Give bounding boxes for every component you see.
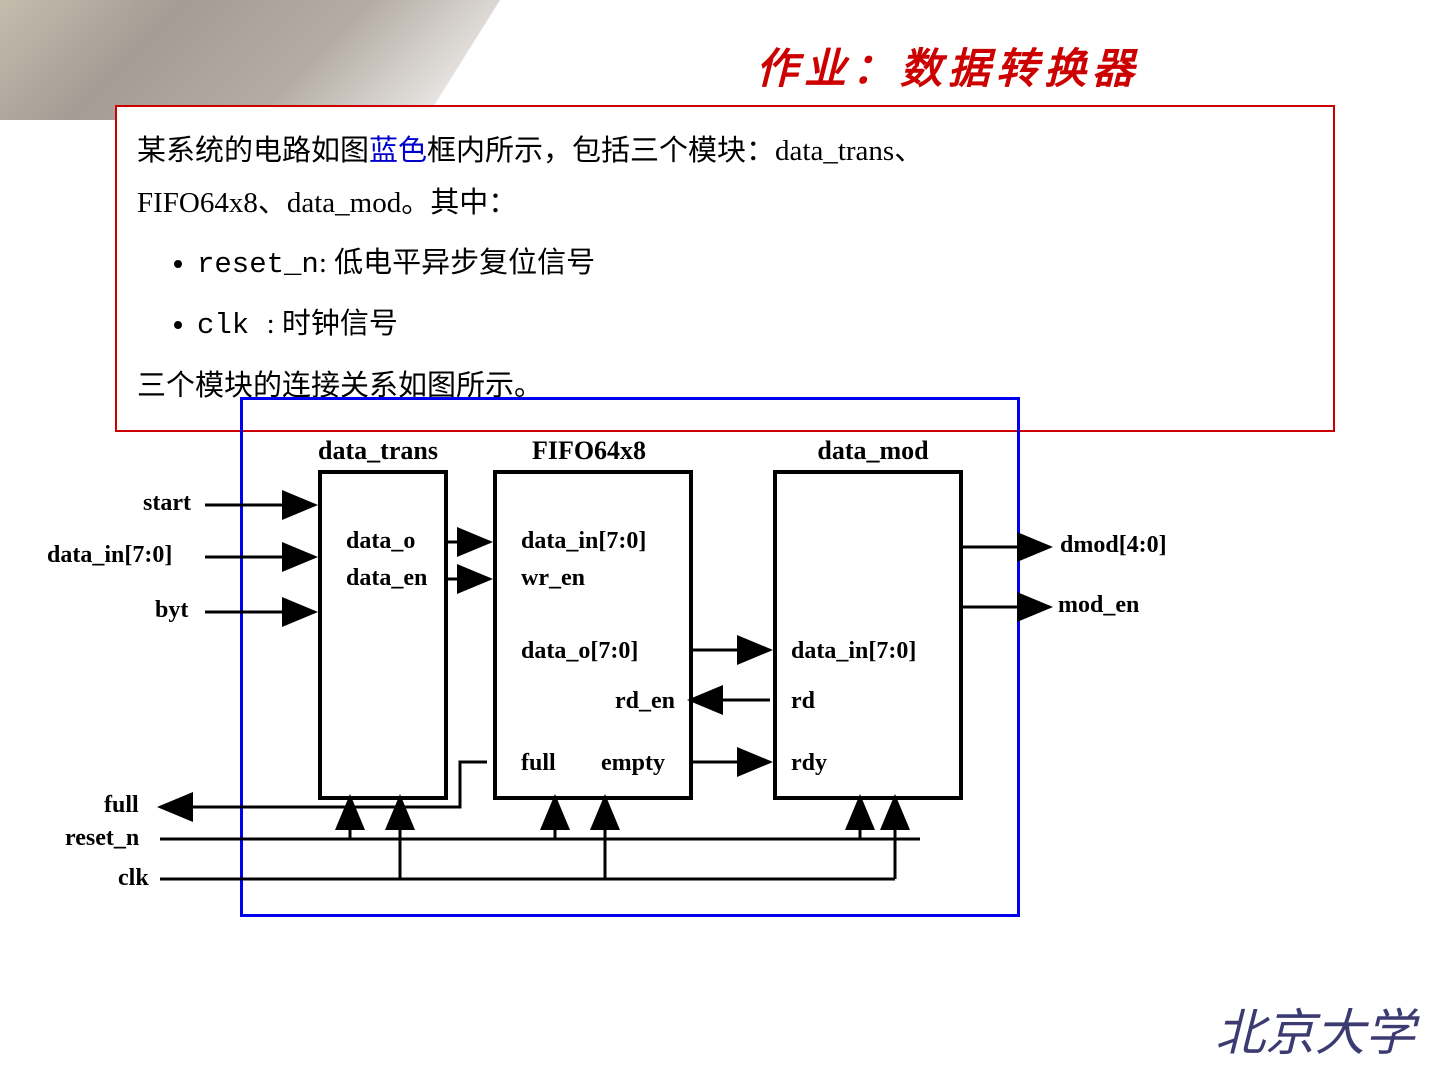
desc-line2: FIFO64x8、data_mod。其中： xyxy=(137,177,1313,229)
blue-word: 蓝色 xyxy=(369,135,427,167)
code-label: reset_n xyxy=(197,248,319,281)
ext-resetn: reset_n xyxy=(65,825,139,852)
sig-datao: data_o xyxy=(346,528,415,555)
ext-moden: mod_en xyxy=(1058,592,1139,619)
sig-dm-rd: rd xyxy=(791,688,815,715)
description-box: 某系统的电路如图蓝色框内所示，包括三个模块：data_trans、 FIFO64… xyxy=(115,105,1335,432)
ext-datain: data_in[7:0] xyxy=(47,542,172,569)
sig-fifo-datao: data_o[7:0] xyxy=(521,638,638,665)
sig-fifo-empty: empty xyxy=(601,750,665,777)
header-photo xyxy=(0,0,500,120)
sig-dm-rdy: rdy xyxy=(791,750,827,777)
bullet-text: : 时钟信号 xyxy=(267,308,398,340)
slide-title: 作业：数据转换器 xyxy=(756,35,1140,96)
ext-clk: clk xyxy=(118,865,149,892)
ext-full: full xyxy=(104,792,139,819)
sig-dm-datain: data_in[7:0] xyxy=(791,638,916,665)
module-title-data-mod: data_mod xyxy=(783,436,963,466)
sig-dataen: data_en xyxy=(346,565,427,592)
ext-dmod: dmod[4:0] xyxy=(1060,532,1167,559)
desc-text: 某系统的电路如图 xyxy=(137,135,369,167)
sig-fifo-rden: rd_en xyxy=(615,688,675,715)
module-data-trans xyxy=(318,470,448,800)
sig-fifo-full: full xyxy=(521,750,556,777)
bullet-item: clk : 时钟信号 xyxy=(197,298,1313,352)
sig-fifo-datain: data_in[7:0] xyxy=(521,528,646,555)
block-diagram: data_trans FIFO64x8 data_mod data_o data… xyxy=(240,397,1020,917)
module-title-data-trans: data_trans xyxy=(303,436,453,466)
desc-bullets: reset_n: 低电平异步复位信号 clk : 时钟信号 xyxy=(197,237,1313,351)
code-label: clk xyxy=(197,309,267,342)
desc-text: 框内所示，包括三个模块：data_trans、 xyxy=(427,135,923,167)
ext-start: start xyxy=(143,490,191,517)
bullet-text: : 低电平异步复位信号 xyxy=(319,247,595,279)
university-watermark: 北京大学 xyxy=(1215,993,1415,1065)
bullet-item: reset_n: 低电平异步复位信号 xyxy=(197,237,1313,291)
sig-fifo-wren: wr_en xyxy=(521,565,585,592)
ext-byt: byt xyxy=(155,597,188,624)
module-title-fifo: FIFO64x8 xyxy=(499,436,679,466)
desc-line1: 某系统的电路如图蓝色框内所示，包括三个模块：data_trans、 xyxy=(137,125,1313,177)
